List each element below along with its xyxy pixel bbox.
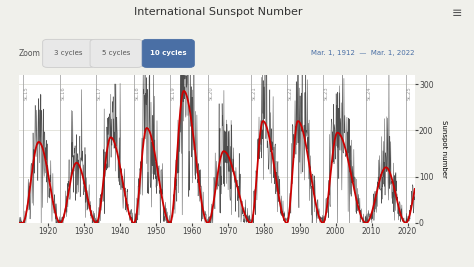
Text: SC17: SC17	[97, 86, 102, 100]
Text: SC22: SC22	[288, 86, 293, 100]
Text: Zoom: Zoom	[19, 49, 41, 58]
Text: Mar. 1, 1912  —  Mar. 1, 2022: Mar. 1, 1912 — Mar. 1, 2022	[311, 50, 415, 56]
Text: SC15: SC15	[23, 86, 28, 100]
Y-axis label: Sunspot number: Sunspot number	[441, 120, 447, 178]
Text: 10 cycles: 10 cycles	[150, 50, 187, 56]
Text: SC21: SC21	[252, 86, 257, 100]
Text: SC23: SC23	[324, 86, 328, 100]
Text: SC20: SC20	[209, 86, 214, 100]
Text: SC18: SC18	[135, 86, 140, 100]
Text: SC24: SC24	[367, 86, 372, 100]
Text: SC16: SC16	[61, 86, 66, 100]
Text: ≡: ≡	[452, 7, 462, 20]
Text: SC19: SC19	[171, 86, 176, 100]
Text: 5 cycles: 5 cycles	[102, 50, 130, 56]
Text: SC25: SC25	[407, 86, 411, 100]
Text: International Sunspot Number: International Sunspot Number	[134, 7, 302, 17]
Text: 3 cycles: 3 cycles	[55, 50, 83, 56]
